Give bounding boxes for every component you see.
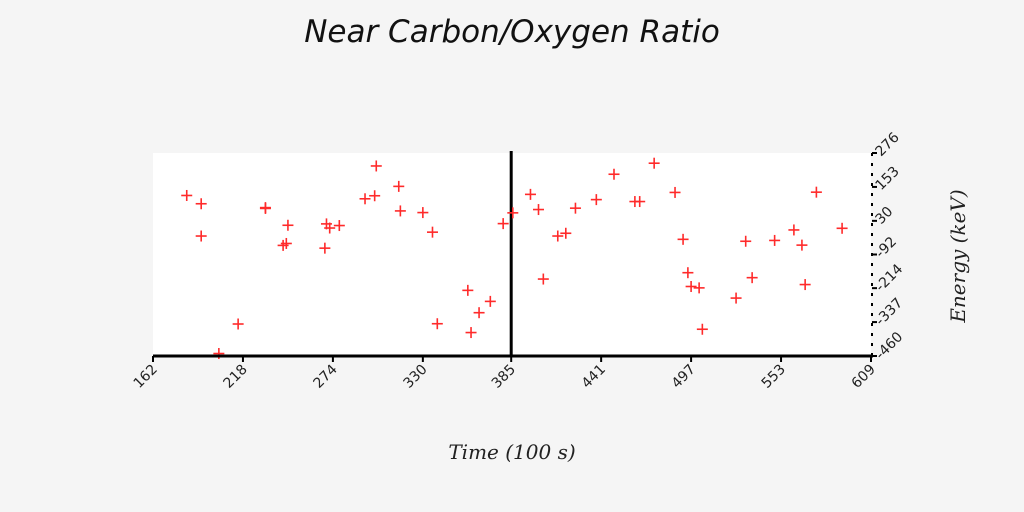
y-axis-label: Energy (keV) [946, 189, 970, 323]
x-axis-ticks: 162 218 274 330 385 441 497 553 609 [131, 356, 879, 392]
chart-title: Near Carbon/Oxygen Ratio [304, 14, 720, 50]
x-tick-label: 553 [759, 362, 789, 392]
x-tick-label: 274 [311, 361, 341, 391]
x-tick-label: 162 [131, 362, 161, 392]
x-tick-label: 385 [489, 362, 519, 392]
y-tick-label: -460 [873, 329, 907, 363]
x-axis-label: Time (100 s) [448, 440, 575, 464]
y-tick-label: -92 [873, 234, 900, 261]
y-tick-label: 153 [873, 164, 903, 194]
x-tick-label: 497 [669, 362, 699, 392]
y-tick-label: -214 [873, 261, 907, 295]
x-tick-label: 218 [221, 362, 251, 392]
x-tick-label: 609 [849, 362, 879, 392]
x-tick-label: 441 [579, 362, 609, 392]
y-tick-label: 276 [873, 130, 903, 160]
y-tick-label: -337 [873, 295, 907, 329]
x-tick-label: 330 [400, 362, 430, 392]
y-tick-label: 30 [873, 204, 897, 228]
y-axis-ticks: -460-337-214-92 30 153 276 [872, 130, 906, 363]
